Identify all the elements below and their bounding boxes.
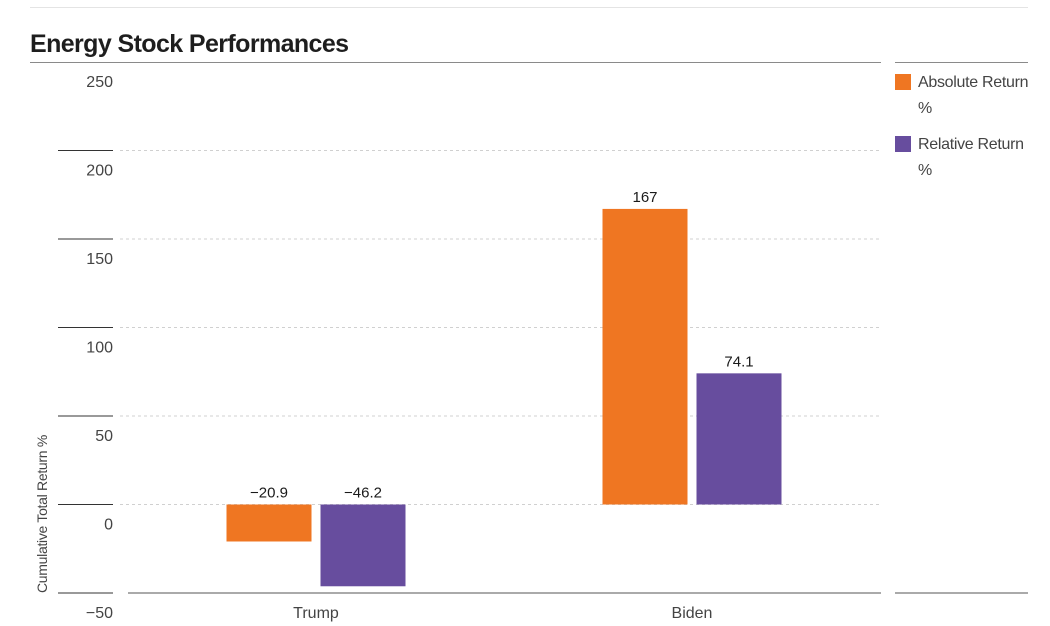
data-label: 74.1 <box>724 353 753 370</box>
legend-item-absolute-return: Absolute Return % <box>895 70 1035 122</box>
x-tick-label: Trump <box>293 605 339 622</box>
legend: Absolute Return % Relative Return % <box>895 70 1035 194</box>
legend-swatch-absolute <box>895 74 911 90</box>
legend-item-relative-return: Relative Return % <box>895 132 1035 184</box>
y-tick-label: 200 <box>86 163 113 180</box>
data-label: 167 <box>632 189 657 206</box>
bar-biden-relative <box>696 373 782 505</box>
data-label: −46.2 <box>344 485 382 502</box>
y-tick-label: 50 <box>95 428 113 445</box>
legend-rule <box>895 62 1028 63</box>
legend-label-relative: Relative Return % <box>918 136 1024 179</box>
y-tick-label: 0 <box>104 517 113 534</box>
y-axis-label: Cumulative Total Return % <box>34 435 50 593</box>
x-tick-label: Biden <box>672 605 713 622</box>
title-rule <box>30 62 881 63</box>
y-tick-label: 250 <box>86 74 113 91</box>
top-rule <box>30 7 1028 8</box>
legend-swatch-relative <box>895 136 911 152</box>
y-tick-label: −50 <box>86 605 113 622</box>
legend-label-absolute: Absolute Return % <box>918 74 1029 117</box>
chart-title: Energy Stock Performances <box>30 30 349 58</box>
bar-trump-absolute <box>226 504 312 542</box>
bar-trump-relative <box>320 504 406 587</box>
y-tick-label: 150 <box>86 251 113 268</box>
bar-biden-absolute <box>602 208 688 505</box>
data-label: −20.9 <box>250 485 288 502</box>
y-tick-label: 100 <box>86 340 113 357</box>
